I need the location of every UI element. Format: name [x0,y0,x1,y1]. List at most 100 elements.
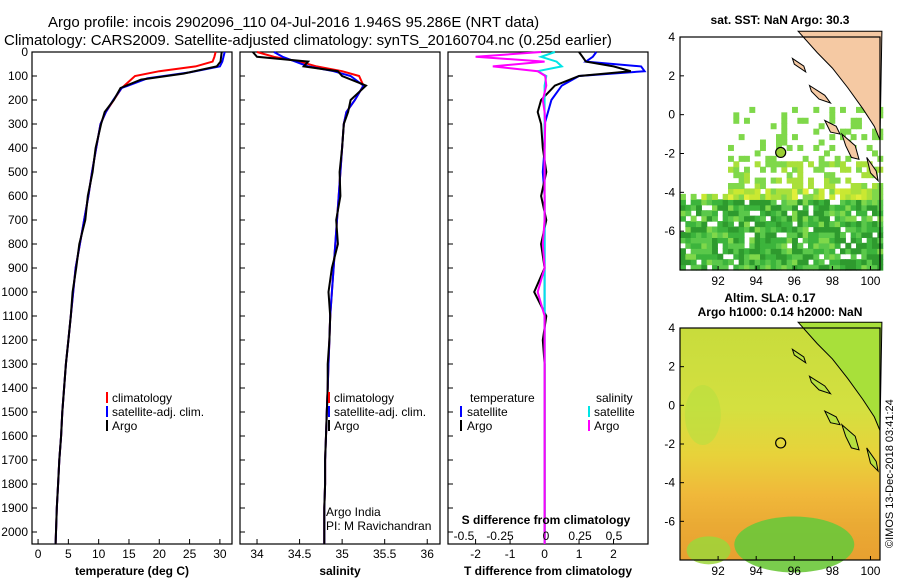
sst-cell [802,248,809,255]
sst-cell [786,177,793,184]
sst-cell [744,221,750,228]
map-subtitle: Argo h1000: 0.14 h2000: NaN [698,305,863,319]
sst-cell [685,237,692,244]
x-tick-label: 0 [35,547,42,561]
sst-cell [722,237,729,244]
sst-cell [696,226,702,233]
legend-salinity-title: salinity [596,391,633,405]
sst-cell [813,166,820,173]
sst-cell [786,264,793,271]
argo-position-marker [775,146,787,159]
sst-cell [728,215,734,222]
sst-cell [829,188,836,195]
sst-cell [690,215,697,222]
sst-cell [797,221,804,228]
sst-cell [872,253,878,260]
sst-cell [840,199,846,206]
sst-cell [749,248,756,255]
sst-cell [733,215,740,222]
secondary-tick-label: -0.5 [454,529,475,543]
sst-cell [861,242,868,249]
y-tick-label: 0 [21,45,28,59]
sst-cell [792,199,798,206]
sst-cell [738,188,745,195]
sst-cell [792,226,798,233]
sst-cell [840,237,846,244]
series-line-t-argo [533,51,632,544]
sst-cell [706,215,713,222]
sst-cell [765,226,772,233]
sst-cell [850,231,857,238]
sst-cell [802,204,809,211]
sst-cell [781,264,788,271]
sst-cell [818,193,825,200]
sst-map-panel: 92 94 96 98 100 4 2 0 -2 -4 -6 sat. SST: NaN Argo: … [664,13,884,288]
sst-cell [722,226,729,233]
sst-cell [797,177,804,184]
sst-cell [866,199,873,206]
x-tick-label: -2 [470,547,481,561]
series-line-satellite-adj-clim- [54,51,226,545]
sst-cell [685,231,692,238]
sst-cell [776,161,782,168]
sst-cell [680,193,686,200]
sst-cell [845,221,852,228]
sst-cell [754,248,761,255]
sst-cell [680,237,686,244]
y-tick-label: 300 [8,117,28,131]
sst-cell [733,231,740,238]
island [840,423,860,451]
sst-cell [829,112,836,119]
sst-cell [792,204,798,211]
sst-cell [808,199,814,206]
series-line-argo [54,51,223,545]
sst-cell [856,242,862,249]
sst-cell [802,155,809,162]
sst-cell [861,215,868,222]
sst-cell [776,134,782,141]
sst-cell [866,215,873,222]
sst-cell [813,237,820,244]
sst-cell [706,231,713,238]
sst-cell [808,177,814,184]
sst-cell [781,237,788,244]
sst-cell [717,221,724,228]
y-tick-label: 200 [8,93,28,107]
sst-cell [754,221,761,228]
sst-cell [850,199,857,206]
sst-cell [818,259,825,266]
sst-cell [733,264,740,271]
secondary-axis-label: S difference from climatology [462,513,631,527]
sst-cell [808,248,814,255]
sst-cell [701,242,708,249]
sst-cell [770,253,777,260]
y-tick-label: 1800 [1,477,28,491]
island [808,84,832,104]
sst-cell [856,231,862,238]
sst-cell [829,134,836,141]
sst-cell [765,204,772,211]
sst-cell [829,117,836,124]
sst-cell [685,259,692,266]
sst-cell [824,199,830,206]
sst-cell [872,193,878,200]
sst-cell [861,221,868,228]
sst-cell [834,210,841,217]
sst-cell [696,253,702,260]
y-tick-label: 700 [8,213,28,227]
sst-cell [733,166,740,173]
sst-cell [754,204,761,211]
sst-cell [706,248,713,255]
sst-cell [856,193,862,200]
sst-cell [840,264,846,271]
sst-cell [786,204,793,211]
x-tick-label: 30 [213,547,227,561]
sst-cell [690,193,697,200]
sst-cell [866,221,873,228]
x-tick-label: 92 [711,564,725,578]
sst-cell [749,204,756,211]
sst-cell [781,253,788,260]
sst-cell [781,242,788,249]
sst-cell [861,183,868,190]
sst-cell [701,199,708,206]
